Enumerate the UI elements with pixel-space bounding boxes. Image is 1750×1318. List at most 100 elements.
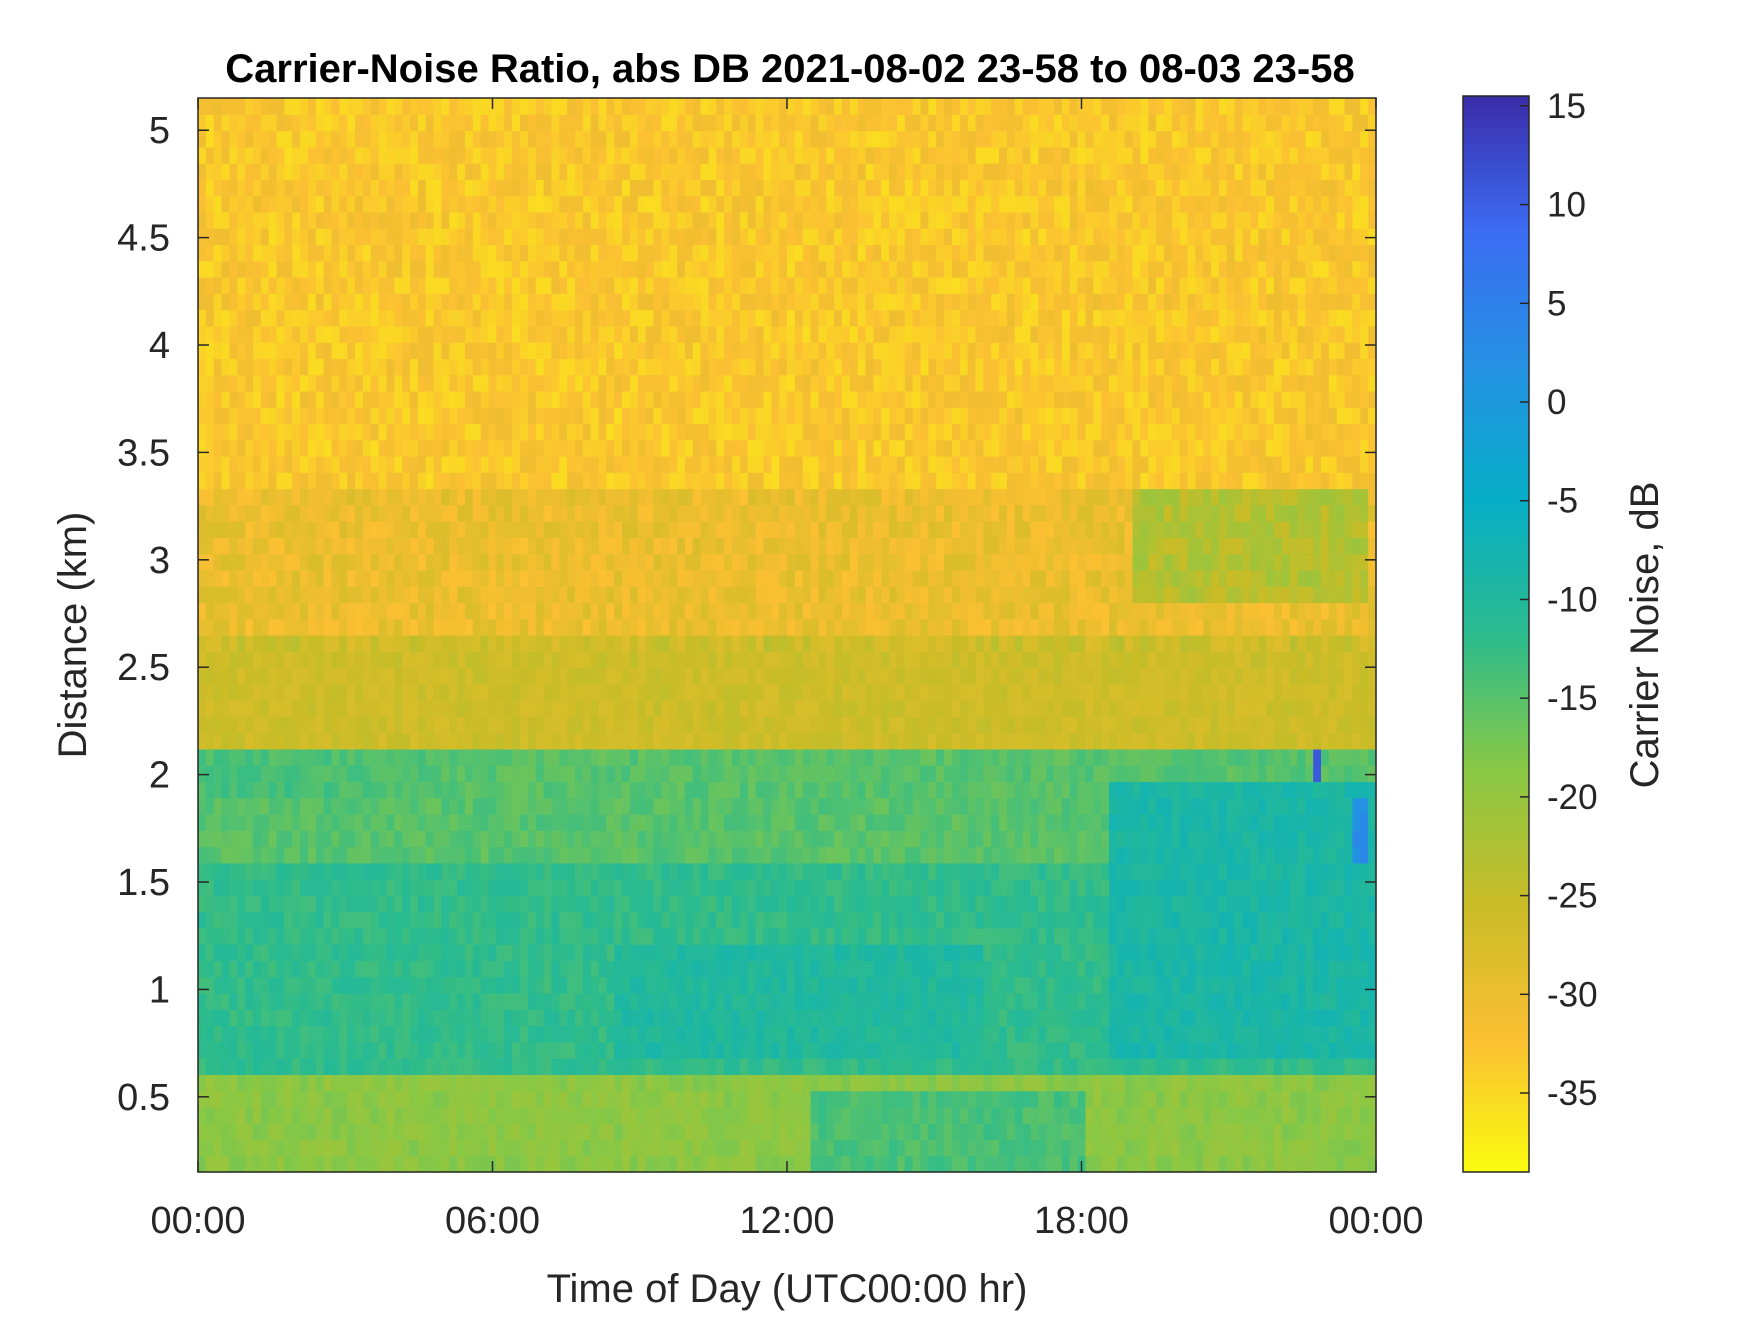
heatmap-cell (402, 814, 411, 831)
heatmap-cell (300, 927, 309, 945)
heatmap-cell (865, 1106, 874, 1124)
heatmap-cell (771, 814, 780, 831)
heatmap-cell (708, 651, 717, 669)
heatmap-cell (1179, 944, 1189, 962)
heatmap-cell (370, 1074, 380, 1092)
heatmap-cell (205, 765, 215, 783)
heatmap-cell (559, 700, 568, 717)
heatmap-cell (582, 895, 592, 913)
heatmap-cell (1085, 1090, 1094, 1108)
heatmap-cell (1046, 993, 1055, 1010)
heatmap-cell (967, 879, 977, 896)
heatmap-cell (661, 1025, 670, 1043)
heatmap-cell (794, 716, 804, 734)
heatmap-cell (598, 879, 607, 896)
heatmap-cell (252, 846, 262, 864)
heatmap-cell (1360, 765, 1369, 783)
heatmap-cell (1163, 1074, 1173, 1092)
heatmap-cell (1163, 635, 1173, 652)
heatmap-cell (904, 1139, 914, 1157)
heatmap-cell (559, 862, 568, 880)
heatmap-cell (1124, 732, 1134, 750)
heatmap-cell (527, 976, 537, 994)
heatmap-cell (622, 1025, 631, 1043)
heatmap-cell (284, 944, 293, 962)
heatmap-cell (983, 716, 992, 734)
heatmap-cell (669, 1090, 678, 1108)
heatmap-cell (732, 1123, 741, 1141)
heatmap-cell (653, 781, 662, 799)
heatmap-cell (1187, 814, 1196, 831)
heatmap-cell (1336, 895, 1346, 913)
heatmap-cell (449, 635, 458, 652)
heatmap-cell (826, 976, 835, 994)
heatmap-cell (1328, 879, 1338, 896)
heatmap-cell (1273, 846, 1283, 864)
heatmap-cell (700, 732, 710, 750)
heatmap-cell (818, 1106, 827, 1124)
heatmap-cell (771, 797, 780, 815)
heatmap-cell (1321, 993, 1330, 1010)
heatmap-cell (1242, 1041, 1251, 1059)
heatmap-cell (873, 960, 882, 978)
heatmap-cell (1148, 1155, 1157, 1173)
heatmap-cell (975, 1155, 984, 1173)
heatmap-cell (739, 1009, 749, 1027)
heatmap-cell (802, 1155, 812, 1173)
heatmap-cell (590, 1106, 600, 1124)
heatmap-cell (480, 895, 490, 913)
heatmap-cell (221, 716, 231, 734)
heatmap-cell (386, 781, 395, 799)
heatmap-cell (441, 911, 450, 929)
heatmap-cell (755, 700, 765, 717)
heatmap-cell (276, 993, 285, 1010)
heatmap-cell (378, 1106, 388, 1124)
heatmap-cell (849, 1106, 859, 1124)
heatmap-cell (1289, 1090, 1299, 1108)
heatmap-cell (245, 748, 254, 766)
heatmap-cell (912, 993, 922, 1010)
heatmap-cell (276, 944, 285, 962)
heatmap-cell (1281, 911, 1291, 929)
heatmap-cell (944, 976, 953, 994)
heatmap-cell (1148, 814, 1157, 831)
heatmap-cell (504, 683, 513, 701)
heatmap-cell (1289, 814, 1299, 831)
heatmap-cell (362, 781, 372, 799)
heatmap-cell (1101, 1041, 1110, 1059)
heatmap-cell (802, 1041, 812, 1059)
heatmap-cell (527, 635, 537, 652)
heatmap-cell (582, 1123, 592, 1141)
heatmap-cell (449, 1058, 458, 1075)
heatmap-cell (944, 960, 953, 978)
heatmap-cell (441, 846, 450, 864)
heatmap-cell (763, 765, 772, 783)
heatmap-cell (1085, 1074, 1094, 1092)
heatmap-cell (1305, 716, 1314, 734)
heatmap-cell (645, 1090, 655, 1108)
heatmap-cell (370, 618, 380, 636)
heatmap-cell (779, 846, 788, 864)
heatmap-cell (1328, 814, 1338, 831)
heatmap-cell (1368, 1074, 1377, 1092)
heatmap-cell (355, 635, 364, 652)
heatmap-cell (1163, 797, 1173, 815)
heatmap-cell (1030, 879, 1039, 896)
heatmap-cell (1124, 911, 1134, 929)
heatmap-cell (708, 748, 717, 766)
heatmap-cell (629, 1155, 639, 1173)
heatmap-cell (1014, 1106, 1024, 1124)
heatmap-cell (889, 993, 898, 1010)
heatmap-cell (771, 944, 780, 962)
heatmap-cell (433, 1106, 443, 1124)
heatmap-cell (590, 895, 600, 913)
heatmap-cell (496, 667, 505, 685)
heatmap-cell (1368, 1106, 1377, 1124)
heatmap-cell (229, 797, 238, 815)
heatmap-cell (873, 895, 882, 913)
heatmap-cell (480, 911, 490, 929)
heatmap-cell (629, 830, 639, 848)
heatmap-cell (331, 1041, 340, 1059)
heatmap-cell (771, 927, 780, 945)
